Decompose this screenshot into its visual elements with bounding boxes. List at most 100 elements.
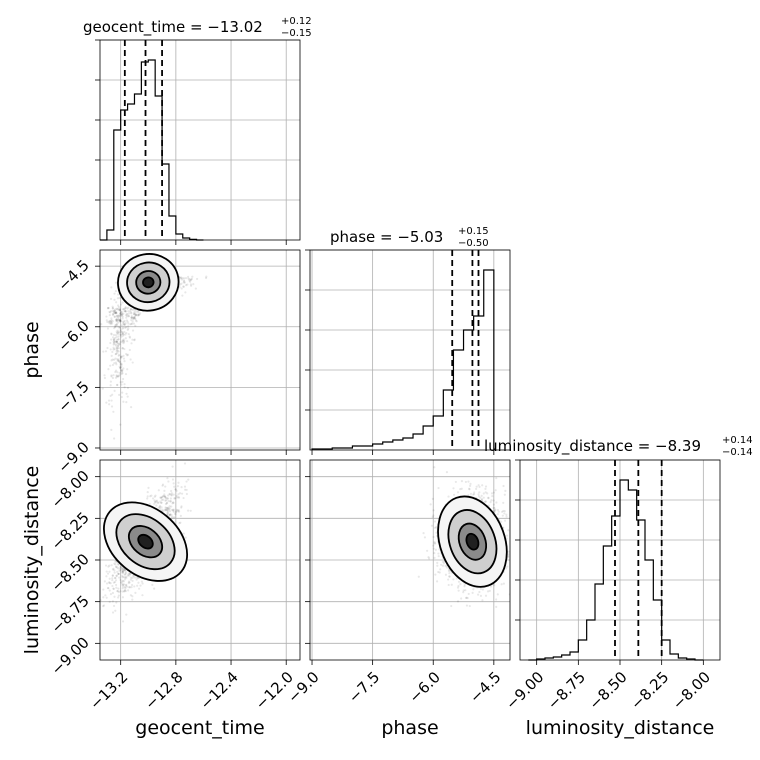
scatter-point <box>179 277 182 280</box>
scatter-point <box>432 535 435 539</box>
scatter-point <box>112 340 115 343</box>
scatter-point <box>112 339 116 342</box>
scatter-point <box>121 317 124 320</box>
scatter-point <box>116 371 119 374</box>
scatter-point <box>111 577 114 580</box>
x-tick-label: −8.00 <box>669 668 714 713</box>
marginal-phase-panel <box>305 249 511 455</box>
scatter-point <box>124 337 127 340</box>
scatter-point <box>115 601 118 604</box>
scatter-point <box>127 573 130 576</box>
scatter-point <box>132 575 135 578</box>
scatter-point <box>113 315 116 318</box>
scatter-point <box>115 565 118 568</box>
scatter-point <box>120 372 123 376</box>
scatter-point <box>124 572 128 575</box>
y-tick-label: −9.0 <box>54 438 92 476</box>
scatter-point <box>121 334 125 337</box>
scatter-point <box>133 576 137 579</box>
scatter-point <box>477 495 481 498</box>
scatter-point <box>120 311 123 314</box>
scatter-point <box>117 338 120 341</box>
scatter-point <box>194 287 197 290</box>
scatter-point <box>131 595 134 598</box>
scatter-point <box>503 509 506 513</box>
scatter-point <box>124 314 128 317</box>
scatter-point <box>120 310 123 314</box>
scatter-point <box>178 286 181 289</box>
scatter-point <box>131 598 134 601</box>
scatter-point <box>437 570 440 574</box>
scatter-point <box>112 567 115 570</box>
title-phase-sub: −0.50 <box>458 238 489 249</box>
scatter-point <box>490 492 494 495</box>
scatter-point <box>166 497 169 500</box>
scatter-point <box>516 520 518 522</box>
scatter-point <box>115 350 118 353</box>
scatter-point <box>134 311 137 315</box>
scatter-point <box>179 521 182 524</box>
scatter-point <box>119 308 122 312</box>
scatter-point <box>447 569 450 573</box>
scatter-point <box>111 574 114 578</box>
scatter-point <box>119 363 122 366</box>
scatter-point <box>441 560 445 564</box>
scatter-point <box>477 593 480 596</box>
scatter-point <box>116 345 120 348</box>
scatter-point <box>186 509 190 512</box>
scatter-point <box>166 501 169 504</box>
scatter-point <box>167 494 170 497</box>
scatter-point <box>113 580 117 584</box>
scatter-point <box>182 285 185 288</box>
scatter-point <box>467 480 470 483</box>
scatter-point <box>121 590 124 593</box>
scatter-point <box>507 553 510 556</box>
scatter-point <box>166 507 170 510</box>
scatter-point <box>126 307 129 310</box>
scatter-point <box>477 484 480 487</box>
x-tick-label: −7.5 <box>345 668 383 706</box>
scatter-point <box>167 508 170 511</box>
scatter-point <box>127 322 130 325</box>
scatter-point <box>119 361 122 364</box>
y-tick-label: −8.75 <box>48 592 93 637</box>
scatter-point <box>120 383 123 386</box>
scatter-point <box>113 358 116 361</box>
scatter-point <box>122 312 125 315</box>
scatter-point <box>176 509 179 512</box>
scatter-point <box>114 333 118 337</box>
scatter-point <box>129 310 132 313</box>
scatter-point <box>125 613 128 616</box>
scatter-point <box>431 497 434 500</box>
scatter-point <box>119 320 122 323</box>
scatter-point <box>141 582 144 585</box>
scatter-point <box>431 515 434 519</box>
scatter-point <box>108 314 111 317</box>
scatter-point <box>179 283 182 286</box>
scatter-point <box>118 307 122 310</box>
scatter-point <box>166 507 169 510</box>
scatter-point <box>122 377 125 381</box>
scatter-point <box>426 549 429 552</box>
scatter-point <box>462 589 465 592</box>
scatter-point <box>160 496 163 499</box>
scatter-point <box>119 318 122 321</box>
scatter-point <box>117 321 120 324</box>
scatter-point <box>109 364 112 367</box>
scatter-point <box>191 460 194 461</box>
scatter-point <box>121 567 124 571</box>
scatter-point <box>475 487 478 491</box>
scatter-point <box>135 310 139 313</box>
scatter-point <box>121 301 124 304</box>
scatter-point <box>122 333 125 336</box>
scatter-point <box>111 600 114 603</box>
scatter-point <box>126 368 129 371</box>
scatter-point <box>166 511 169 514</box>
scatter-point <box>118 371 121 374</box>
scatter-point <box>447 495 450 498</box>
scatter-point <box>162 495 166 498</box>
scatter-point <box>457 589 460 592</box>
scatter-point <box>195 277 199 281</box>
scatter-point <box>115 586 118 589</box>
scatter-point <box>121 315 124 318</box>
